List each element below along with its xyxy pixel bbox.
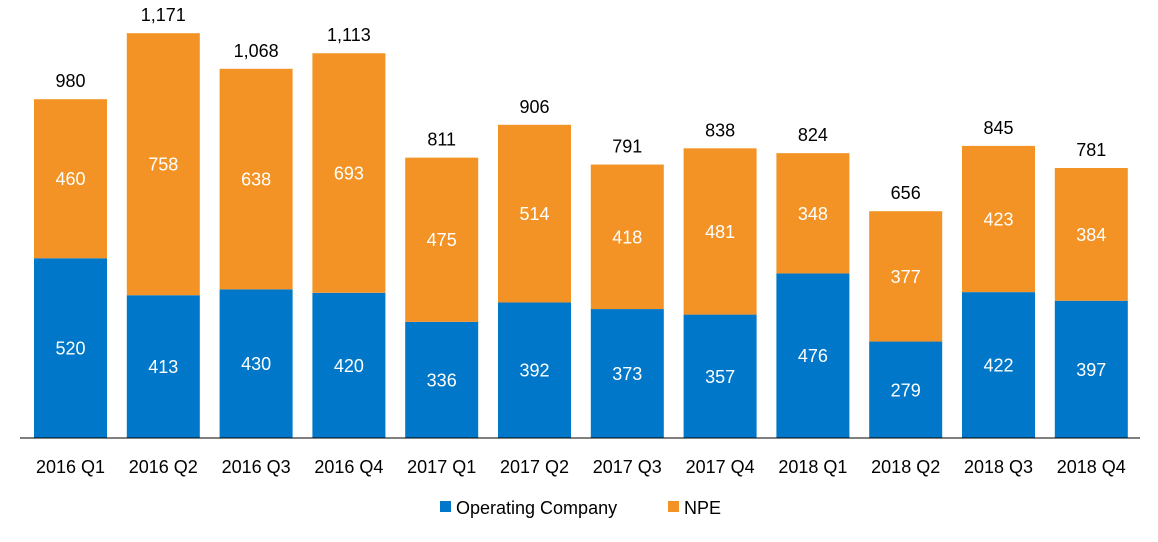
total-label: 791 <box>612 137 642 157</box>
data-label-npe: 348 <box>798 204 828 224</box>
x-tick-label: 2016 Q4 <box>314 457 383 477</box>
legend-swatch-operating-company <box>440 501 451 512</box>
chart: 520 460 980 413 758 1,171 430 638 1,068 420 693 1,1… <box>0 0 1158 537</box>
data-label-operating-company: 279 <box>891 380 921 400</box>
legend-swatch-npe <box>668 501 679 512</box>
x-tick-label: 2016 Q3 <box>222 457 291 477</box>
total-label: 811 <box>427 130 456 150</box>
total-label: 781 <box>1076 140 1106 160</box>
legend-label-operating-company: Operating Company <box>456 498 617 518</box>
data-label-operating-company: 373 <box>612 364 642 384</box>
data-label-operating-company: 336 <box>427 370 457 390</box>
data-label-operating-company: 476 <box>798 346 828 366</box>
x-tick-label: 2018 Q4 <box>1057 457 1126 477</box>
data-label-npe: 514 <box>519 204 549 224</box>
x-tick-label: 2017 Q2 <box>500 457 569 477</box>
data-label-operating-company: 413 <box>148 357 178 377</box>
x-tick-label: 2017 Q3 <box>593 457 662 477</box>
data-label-operating-company: 397 <box>1076 360 1106 380</box>
data-label-operating-company: 430 <box>241 354 271 374</box>
data-label-npe: 638 <box>241 170 271 190</box>
data-label-npe: 418 <box>612 227 642 247</box>
data-label-operating-company: 422 <box>983 356 1013 376</box>
bars-layer <box>34 33 1128 438</box>
x-tick-label: 2018 Q1 <box>778 457 847 477</box>
labels-layer: 520 460 980 413 758 1,171 430 638 1,068 420 693 1,1… <box>55 5 1106 400</box>
x-tick-label: 2017 Q4 <box>686 457 755 477</box>
total-label: 1,171 <box>141 5 186 25</box>
data-label-npe: 758 <box>148 155 178 175</box>
x-tick-label: 2018 Q2 <box>871 457 940 477</box>
stacked-bar-chart: 520 460 980 413 758 1,171 430 638 1,068 420 693 1,1… <box>0 0 1158 537</box>
total-label: 656 <box>891 183 921 203</box>
x-tick-labels: 2016 Q1 2016 Q2 2016 Q3 2016 Q4 2017 Q1 2017 … <box>36 457 1126 477</box>
total-label: 824 <box>798 125 828 145</box>
data-label-npe: 693 <box>334 164 364 184</box>
data-label-npe: 460 <box>55 169 85 189</box>
x-tick-label: 2017 Q1 <box>407 457 476 477</box>
data-label-npe: 377 <box>891 267 921 287</box>
data-label-operating-company: 420 <box>334 356 364 376</box>
x-tick-label: 2018 Q3 <box>964 457 1033 477</box>
data-label-operating-company: 357 <box>705 367 735 387</box>
data-label-npe: 475 <box>427 230 457 250</box>
total-label: 906 <box>519 97 549 117</box>
total-label: 845 <box>983 118 1013 138</box>
x-tick-label: 2016 Q2 <box>129 457 198 477</box>
data-label-operating-company: 392 <box>519 361 549 381</box>
data-label-operating-company: 520 <box>55 339 85 359</box>
total-label: 1,113 <box>327 25 371 45</box>
total-label: 980 <box>55 71 85 91</box>
data-label-npe: 384 <box>1076 225 1106 245</box>
total-label: 1,068 <box>234 41 279 61</box>
data-label-npe: 481 <box>705 222 735 242</box>
x-tick-label: 2016 Q1 <box>36 457 105 477</box>
legend: Operating Company NPE <box>440 498 721 518</box>
total-label: 838 <box>705 120 735 140</box>
legend-label-npe: NPE <box>684 498 721 518</box>
data-label-npe: 423 <box>983 209 1013 229</box>
